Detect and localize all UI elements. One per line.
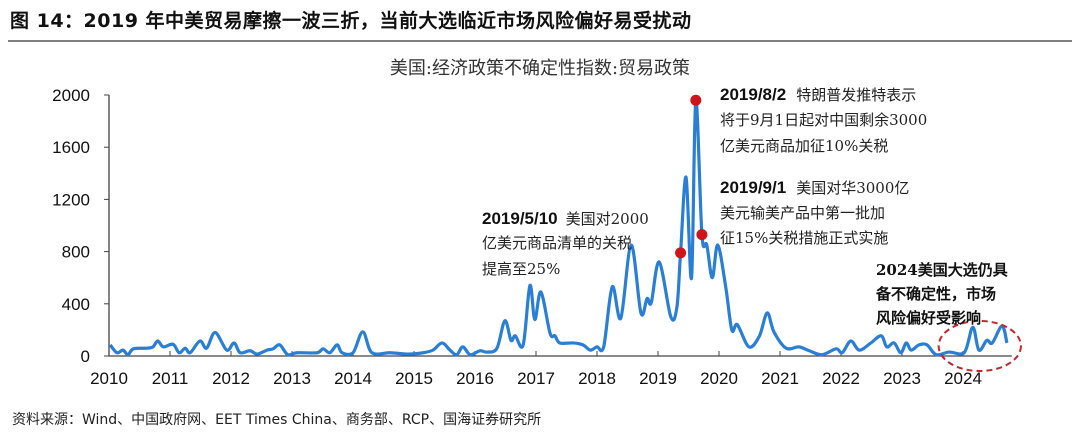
annotation-text: 美元输美产品中第一批加 [720, 204, 885, 222]
annotation-2019-8-2: 2019/8/2 特朗普发推特表示 将于9月1日起对中国剩余3000 亿美元商品加… [720, 85, 927, 155]
x-tick-label: 2013 [273, 369, 311, 388]
annotation-date: 2019/8/2 [720, 85, 786, 104]
title-divider [8, 40, 1072, 42]
x-tick-label: 2010 [90, 369, 128, 388]
y-tick-label: 1200 [52, 190, 90, 209]
series-line [108, 98, 1009, 357]
y-tick-label: 2000 [52, 86, 90, 105]
x-tick-label: 2020 [700, 369, 738, 388]
annotation-text: 美国对华3000亿 [796, 179, 909, 197]
event-marker [690, 94, 702, 106]
axes: 0 400 800 1200 1600 2000 2010 2011 2012 2013 2014 2… [52, 86, 1012, 388]
event-marker [675, 247, 687, 259]
x-tick-label: 2022 [822, 369, 860, 388]
x-tick-label: 2011 [152, 369, 189, 388]
x-tick-label: 2015 [395, 369, 433, 388]
x-tick-label: 2016 [456, 369, 494, 388]
annotation-text: 美国对2000 [566, 210, 649, 228]
event-marker [696, 229, 708, 241]
annotation-text: 特朗普发推特表示 [796, 86, 916, 104]
x-tick-label: 2024 [944, 369, 982, 388]
x-tick-label: 2014 [334, 369, 372, 388]
x-tick-label: 2023 [883, 369, 921, 388]
annotation-text: 风险偏好受影响 [876, 309, 981, 327]
x-tick-label: 2017 [517, 369, 555, 388]
annotation-date: 2019/5/10 [482, 209, 558, 228]
x-tick-label: 2021 [761, 369, 799, 388]
annotation-text: 亿美元商品清单的关税 [482, 234, 632, 252]
y-tick-label: 400 [62, 295, 90, 314]
figure-title: 图 14：2019 年中美贸易摩擦一波三折，当前大选临近市场风险偏好易受扰动 [10, 10, 692, 32]
y-tick-label: 800 [62, 243, 90, 262]
y-tick-label: 0 [81, 347, 90, 366]
x-tick-label: 2019 [639, 369, 677, 388]
series-title: 美国:经济政策不确定性指数:贸易政策 [390, 58, 690, 79]
annotation-2019-9-1: 2019/9/1 美国对华3000亿 美元输美产品中第一批加 征15%关税措施正式… [720, 178, 909, 247]
annotation-text: 提高至25% [482, 260, 560, 278]
annotation-2024-election: 2024美国大选仍具 备不确定性，市场 风险偏好受影响 [875, 261, 1008, 327]
highlight-ellipse [937, 320, 1022, 372]
x-tick-label: 2018 [578, 369, 616, 388]
y-tick-label: 1600 [52, 138, 90, 157]
annotation-date: 2019/9/1 [720, 178, 786, 197]
annotation-text: 亿美元商品加征10%关税 [720, 137, 888, 155]
x-tick-label: 2012 [212, 369, 250, 388]
annotation-text: 备不确定性，市场 [875, 285, 996, 303]
annotation-text: 2024美国大选仍具 [876, 261, 1008, 279]
annotation-text: 征15%关税措施正式实施 [720, 229, 888, 247]
annotation-text: 将于9月1日起对中国剩余3000 [720, 111, 927, 129]
annotation-2019-5-10: 2019/5/10 美国对2000 亿美元商品清单的关税 提高至25% [482, 209, 649, 278]
source-note: 资料来源：Wind、中国政府网、EET Times China、商务部、RCP、… [12, 412, 542, 428]
